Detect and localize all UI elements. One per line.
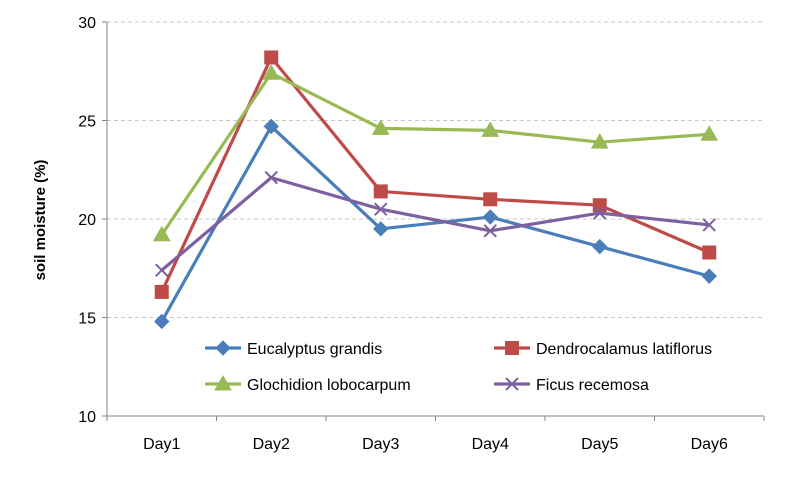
data-point	[264, 50, 279, 65]
legend: Eucalyptus grandis Dendrocalamus latiflor…	[205, 340, 712, 394]
data-point	[154, 284, 169, 299]
y-tick-label: 15	[78, 311, 96, 328]
series-line	[160, 55, 710, 293]
x-tick-label: Day6	[691, 436, 728, 453]
data-point	[702, 245, 717, 260]
data-point	[700, 125, 719, 141]
data-point	[483, 224, 497, 238]
data-point	[593, 206, 607, 220]
y-tick-label: 10	[78, 409, 96, 426]
data-point	[154, 313, 170, 330]
data-point	[264, 170, 278, 185]
data-point	[374, 202, 388, 216]
data-point	[483, 192, 498, 207]
data-point	[263, 118, 279, 135]
data-point	[592, 238, 608, 255]
series-line	[160, 124, 710, 323]
series-lines	[152, 50, 719, 330]
y-tick-label: 25	[78, 114, 96, 131]
data-point	[152, 225, 171, 242]
y-tick-label: 30	[78, 15, 96, 32]
series-line	[160, 71, 710, 236]
y-axis-title: soil moisture (%)	[32, 160, 49, 281]
y-tick-label: 20	[78, 212, 96, 229]
y-tick-labels: 10 15 20 25 30	[78, 15, 96, 426]
legend-marker	[505, 377, 519, 391]
x-tick-label: Day1	[143, 436, 180, 453]
data-point	[262, 64, 281, 80]
legend-label: Dendrocalamus latiflorus	[536, 341, 712, 358]
data-point	[373, 221, 389, 237]
series-line	[160, 176, 710, 272]
data-point	[373, 184, 388, 199]
data-point	[702, 218, 716, 232]
x-tick-label: Day5	[581, 436, 618, 453]
data-point	[481, 121, 500, 137]
x-tick-label: Day3	[362, 436, 399, 453]
x-tick-labels: Day1 Day2 Day3 Day4 Day5 Day6	[143, 436, 728, 453]
legend-marker	[215, 340, 231, 356]
legend-label: Glochidion lobocarpum	[247, 377, 411, 394]
data-point	[155, 263, 169, 277]
legend-marker	[214, 374, 232, 391]
data-point	[701, 268, 717, 284]
data-point	[371, 119, 390, 135]
x-tick-label: Day2	[253, 436, 290, 453]
legend-marker	[505, 341, 519, 355]
data-point	[482, 209, 498, 225]
legend-label: Eucalyptus grandis	[247, 341, 382, 358]
x-tick-label: Day4	[472, 436, 509, 453]
data-point	[590, 133, 609, 149]
axes	[102, 21, 765, 421]
legend-label: Ficus recemosa	[536, 377, 649, 394]
